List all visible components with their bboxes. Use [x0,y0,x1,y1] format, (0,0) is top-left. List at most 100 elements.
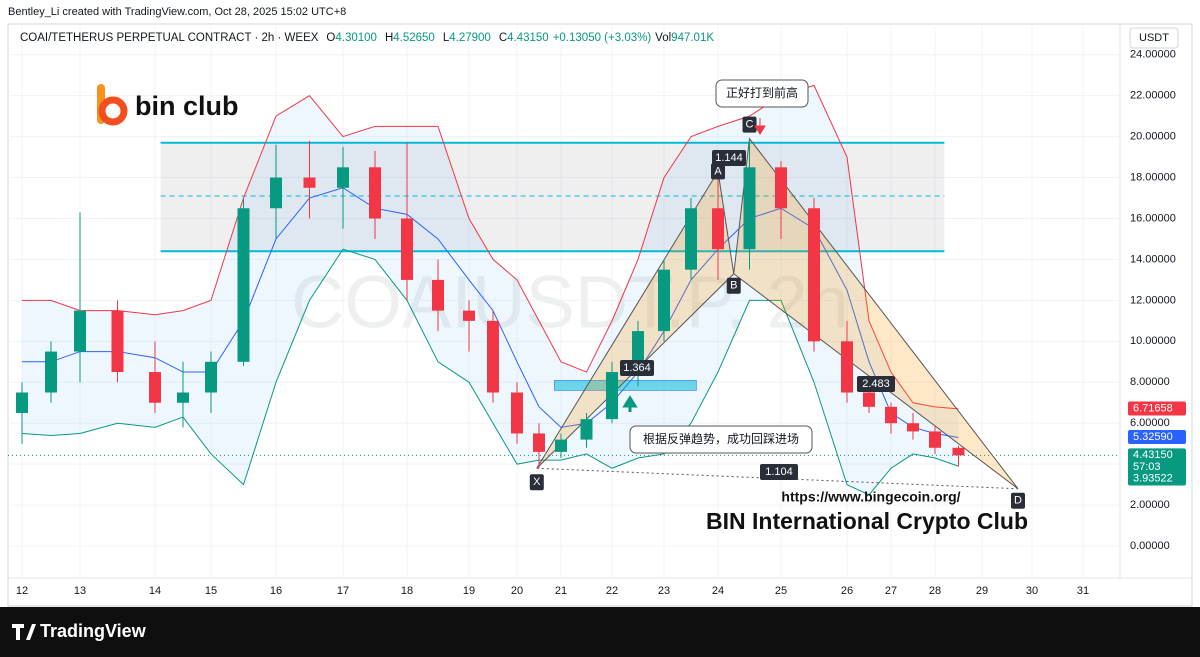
callout-box [715,79,809,108]
x-tick-label: 15 [205,585,217,597]
candle-body [149,372,161,403]
logo: bin club [97,84,239,126]
footer-logo [12,624,36,640]
x-tick-label: 30 [1026,585,1038,597]
band-upper [22,84,959,410]
x-tick-label: 13 [74,585,86,597]
callout-top: 正好打到前高 [715,79,809,135]
candle-body [337,167,349,188]
candle-body [369,167,381,219]
plot: X A B C D [8,24,1120,578]
x-tick-label: 28 [929,585,941,597]
candle-body [237,208,250,362]
candle-body [885,406,897,424]
pattern-point: X [533,476,541,488]
club-name: BIN International Crypto Club [706,508,1028,534]
price-label: 4.43150 [1133,449,1173,461]
legend-value: 4.43150 [507,32,549,44]
legend-symbol: COAI/TETHERUS PERPETUAL CONTRACT · 2h · … [20,32,319,44]
frame [7,23,1193,607]
x-tick-label: 25 [775,585,787,597]
ratio-box [712,150,746,166]
legend-change: +0.13050 (+3.03%) [553,32,652,44]
footer-bar [0,607,1200,657]
currency-box [1129,27,1179,49]
legend-key: C [499,32,507,44]
price-label-box [1128,448,1186,475]
legend: COAI/TETHERUS PERPETUAL CONTRACT · 2h · … [20,32,714,44]
y-tick-label: 20.00000 [1130,131,1176,143]
x-tick-label: 22 [606,585,618,597]
x-tick-label: 20 [511,585,523,597]
entry-zone [554,379,697,391]
x-tick-label: 23 [658,585,670,597]
candle-body [580,419,593,440]
x-tick-label: 12 [16,585,28,597]
x-tick-label: 18 [401,585,413,597]
candle-body [432,279,444,311]
ratio: 1.144 [715,152,743,164]
candle-body [463,310,475,321]
ratio: 1.104 [765,466,793,478]
pattern-point-box [529,474,544,491]
candle-body [775,167,787,209]
legend-key: L [443,32,450,44]
pattern-point-box [711,163,725,180]
candle-body [606,372,618,420]
candle-body [177,392,189,403]
currency: USDT [1139,32,1169,44]
y-tick-label: 0.00000 [1130,540,1170,552]
legend-key: H [385,32,393,44]
ratio: 2.483 [862,378,890,390]
band-fill [22,85,959,495]
callout-bottom: 根据反弹趋势，成功回踩进场 [622,395,813,454]
ratio-box [760,464,798,480]
price-label-box [1128,471,1186,486]
candle-body [16,392,28,413]
candle-body [743,167,756,250]
legend-key: O [326,32,335,44]
price-label-box [1128,401,1186,416]
y-tick-label: 16.00000 [1130,212,1176,224]
legend-value: 4.27900 [449,32,491,44]
footer-text: TradingView [40,621,147,641]
x-tick-label: 29 [976,585,988,597]
band-lower [21,248,959,496]
x-tick-label: 17 [337,585,349,597]
ratio-tags: 1.144 1.364 2.483 1.104 [620,150,895,480]
candle-body [303,177,316,188]
ratio: 1.364 [623,362,651,374]
candle-body [401,218,413,280]
candle-body [952,447,965,456]
x-tick-label: 19 [463,585,475,597]
x-tick-label: 16 [270,585,282,597]
y-tick-label: 12.00000 [1130,294,1176,306]
legend-key: Vol [655,32,671,44]
legend-value: 4.30100 [335,32,377,44]
arrow-up [622,395,638,412]
candle-body [111,310,124,373]
pattern-point-box [1011,492,1025,509]
y-tick-label: 10.00000 [1130,335,1176,347]
legend-value: 4.52650 [393,32,435,44]
candle-body [205,361,217,393]
y-tick-label: 6.00000 [1130,417,1170,429]
x-tick-label: 14 [149,585,161,597]
arrow-down [754,118,766,135]
price-label: 5.32590 [1133,431,1173,443]
legend-volume: 947.01K [671,32,714,44]
candle-body [712,208,724,250]
callout-box [629,425,813,454]
y-tick-label: 18.00000 [1130,171,1176,183]
pattern-point: A [714,165,722,177]
ratio-box [620,360,654,376]
watermark: COAIUSDT.P, 2h [291,261,849,344]
candle-body [74,310,86,352]
pattern-point: D [1014,495,1022,507]
x-tick-label: 24 [712,585,724,597]
candle-body [45,351,57,393]
x-tick-label: 31 [1077,585,1089,597]
x-tick-label: 27 [885,585,897,597]
candle-body [487,320,499,393]
pattern-point: B [730,280,737,292]
